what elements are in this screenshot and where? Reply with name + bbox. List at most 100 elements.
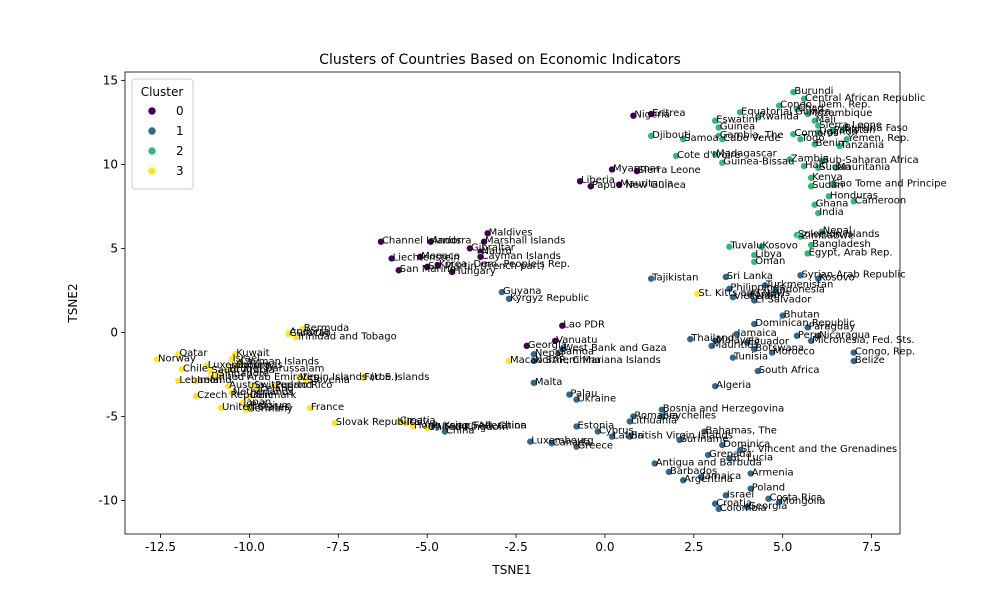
point-label: Peru xyxy=(798,330,820,341)
x-tick-label: 7.5 xyxy=(862,540,881,554)
point-label: Equatorial Guinea xyxy=(741,106,831,117)
legend-marker xyxy=(147,146,157,156)
data-point xyxy=(615,180,623,189)
point-label: Sierra Leone xyxy=(638,165,701,176)
data-point xyxy=(572,422,581,431)
data-point xyxy=(785,155,794,164)
x-tick-label: -5.0 xyxy=(415,540,438,554)
data-point xyxy=(252,385,261,394)
data-point xyxy=(448,268,456,276)
data-point xyxy=(505,294,513,303)
point-label: Croatia xyxy=(400,415,436,426)
point-label: Sub-Saharan Africa xyxy=(823,155,919,166)
point-label: Sao Tome and Principe xyxy=(833,179,946,190)
point-label: Sri Lanka xyxy=(727,271,773,282)
point-label: Bahamas xyxy=(236,360,283,371)
point-label: Libya xyxy=(755,249,782,260)
data-point xyxy=(807,336,815,345)
data-point xyxy=(174,377,183,385)
data-point xyxy=(722,491,730,500)
data-point xyxy=(753,367,762,375)
point-label: Philippines xyxy=(730,283,784,294)
point-label: Liechtenstein xyxy=(393,252,460,263)
data-point xyxy=(224,382,232,390)
x-tick-label: -7.5 xyxy=(327,540,350,554)
point-label: San Marino xyxy=(400,264,456,275)
point-label: Israel xyxy=(233,353,260,364)
point-label: Egypt, Arab Rep. xyxy=(809,247,893,258)
data-point xyxy=(558,345,567,354)
point-label: Kyrgyz Republic xyxy=(510,293,589,304)
point-label: Andorra xyxy=(432,236,472,247)
data-point xyxy=(800,95,808,103)
data-point xyxy=(505,357,513,365)
data-point xyxy=(817,157,826,165)
data-point xyxy=(530,357,538,365)
data-point xyxy=(803,249,812,258)
point-label: Malta xyxy=(535,377,563,388)
point-label: Congo, Dem. Rep. xyxy=(780,100,870,111)
data-point xyxy=(814,274,823,283)
y-axis-label: TSNE2 xyxy=(66,283,80,323)
x-tick-label: 2.5 xyxy=(684,540,703,554)
point-label: Algeria xyxy=(716,380,751,391)
y-tick-label: 5 xyxy=(110,241,118,255)
point-label: Congo, Rep. xyxy=(855,347,915,358)
data-point xyxy=(498,288,506,296)
point-label: Germany xyxy=(247,404,293,415)
data-point xyxy=(796,135,805,143)
point-label: St. Lucia xyxy=(730,452,773,463)
point-label: Singapore xyxy=(218,368,268,379)
data-point xyxy=(835,142,844,150)
legend-label: 1 xyxy=(176,124,184,138)
point-label: Cote d'Ivoire xyxy=(677,150,740,161)
data-point xyxy=(647,132,655,140)
data-point xyxy=(238,399,247,407)
data-point xyxy=(476,252,485,261)
legend-box xyxy=(131,78,194,190)
point-label: Luxembourg xyxy=(531,436,593,447)
point-label: Mauritania xyxy=(837,162,890,173)
point-label: Nepal xyxy=(535,348,564,359)
point-label: Bangladesh xyxy=(812,239,871,250)
point-label: Hungary xyxy=(453,266,496,277)
data-point xyxy=(270,382,279,390)
point-label: Armenia xyxy=(752,468,794,479)
data-point xyxy=(394,417,403,426)
point-label: Bhutan xyxy=(784,310,820,321)
data-point xyxy=(633,167,641,175)
data-point xyxy=(302,377,311,385)
data-point xyxy=(729,353,737,362)
data-point xyxy=(466,244,474,253)
point-label: Cayman Islands xyxy=(240,357,319,368)
point-label: Georgia xyxy=(528,340,567,351)
point-label: Croatia xyxy=(716,498,752,509)
data-point xyxy=(750,320,759,328)
point-label: Papua New Guinea xyxy=(592,180,686,191)
legend-marker xyxy=(147,106,157,116)
data-point xyxy=(686,335,695,343)
data-point xyxy=(704,451,712,459)
data-point xyxy=(693,289,702,298)
data-point xyxy=(775,101,783,110)
point-label: Hong Kong SAR, China xyxy=(414,420,527,431)
y-tick-label: 0 xyxy=(110,325,118,339)
data-point xyxy=(825,192,833,201)
point-label: Burkina Faso xyxy=(844,123,908,134)
data-point xyxy=(423,263,431,271)
data-point xyxy=(441,427,449,436)
point-label: Northern Mariana Islands xyxy=(535,355,661,366)
points-layer xyxy=(153,88,858,513)
data-point xyxy=(736,446,744,454)
data-point xyxy=(153,355,161,364)
data-point xyxy=(217,404,225,412)
point-label: Romania xyxy=(634,410,678,421)
point-label: China xyxy=(446,426,475,437)
data-point xyxy=(832,163,840,172)
point-label: British Virgin Islands xyxy=(631,431,733,442)
legend-marker xyxy=(147,166,157,176)
x-tick-label: 0.0 xyxy=(595,540,614,554)
data-point xyxy=(423,424,431,432)
point-label: Estonia xyxy=(577,420,614,431)
